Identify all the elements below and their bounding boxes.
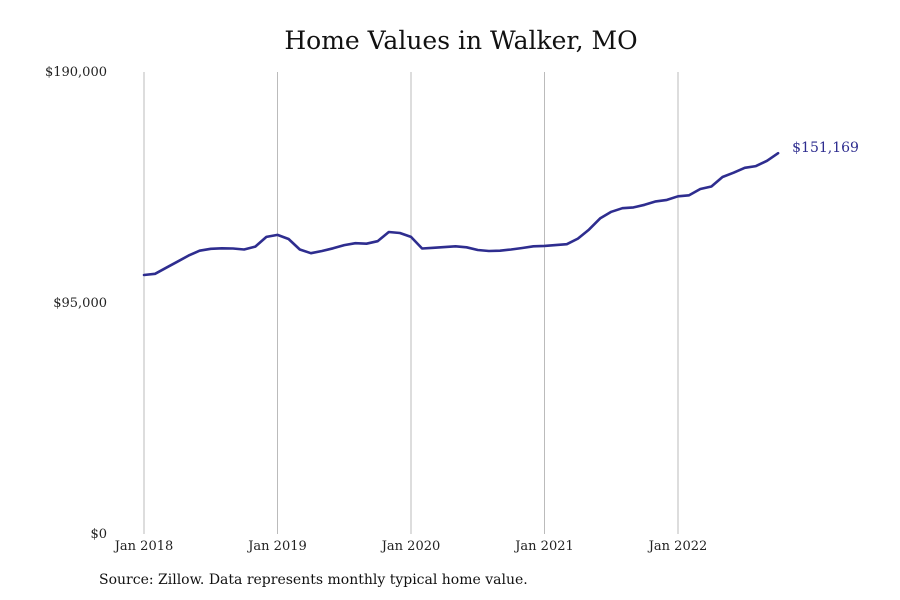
series-line [142,151,780,277]
x-tick-label: Jan 2018 [113,539,174,554]
chart-title: Home Values in Walker, MO [284,26,638,55]
source-note: Source: Zillow. Data represents monthly … [99,572,528,588]
series-home-value [142,151,780,277]
x-tick-label: Jan 2019 [246,539,307,554]
y-tick-label: $0 [90,527,107,542]
gridlines [143,72,679,534]
end-value-label: $151,169 [792,140,859,156]
x-tick-label: Jan 2020 [380,539,441,554]
y-axis-ticks: $0 $95,000 $190,000 [45,65,107,542]
y-tick-label: $95,000 [53,296,107,311]
x-tick-label: Jan 2022 [647,539,708,554]
x-axis-ticks: Jan 2018 Jan 2019 Jan 2020 Jan 2021 Jan 2022 [113,539,708,554]
x-tick-label: Jan 2021 [513,539,574,554]
y-tick-label: $190,000 [45,65,107,80]
end-value-label-group: $151,169 [792,140,859,156]
